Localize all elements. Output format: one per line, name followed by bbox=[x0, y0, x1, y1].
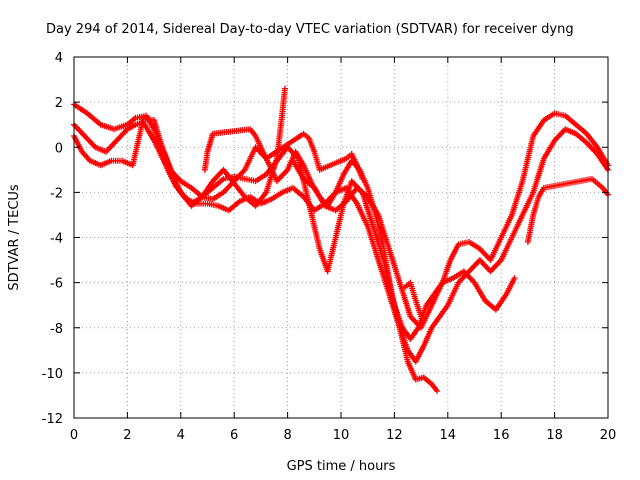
data-point bbox=[418, 313, 425, 320]
x-tick-label: 18 bbox=[546, 428, 563, 443]
y-tick-label: -8 bbox=[50, 322, 63, 337]
series-track-3 bbox=[71, 114, 441, 394]
x-tick-label: 10 bbox=[333, 428, 350, 443]
series-track-4 bbox=[145, 85, 518, 331]
data-point bbox=[511, 275, 518, 282]
data-point bbox=[359, 175, 366, 182]
x-tick-label: 20 bbox=[600, 428, 617, 443]
x-axis-label: GPS time / hours bbox=[287, 459, 396, 474]
y-axis-label: SDTVAR / TECUs bbox=[7, 184, 22, 291]
y-tick-label: 4 bbox=[55, 51, 63, 66]
y-tick-label: -10 bbox=[42, 367, 63, 382]
data-point bbox=[281, 85, 288, 92]
y-tick-label: -4 bbox=[50, 232, 63, 247]
y-tick-label: -6 bbox=[50, 277, 63, 292]
x-tick-label: 0 bbox=[70, 428, 78, 443]
axis-ticks: 0 2 4 6 8 10 12 14 16 18 20 -12 -10 -8 -6 -4 -2 0 2 4 bbox=[42, 51, 617, 443]
x-tick-label: 12 bbox=[386, 428, 403, 443]
chart-title: Day 294 of 2014, Sidereal Day-to-day VTE… bbox=[46, 22, 574, 37]
data-point bbox=[434, 387, 441, 394]
y-tick-label: -12 bbox=[42, 412, 63, 427]
y-tick-label: -2 bbox=[50, 186, 63, 201]
x-tick-label: 4 bbox=[177, 428, 185, 443]
y-tick-label: 2 bbox=[55, 96, 63, 111]
plot-area bbox=[71, 85, 611, 394]
x-tick-label: 6 bbox=[230, 428, 238, 443]
x-tick-label: 2 bbox=[123, 428, 131, 443]
series-track-5 bbox=[201, 126, 611, 320]
x-tick-label: 8 bbox=[283, 428, 291, 443]
x-tick-label: 14 bbox=[440, 428, 457, 443]
y-tick-label: 0 bbox=[55, 141, 63, 156]
x-tick-label: 16 bbox=[493, 428, 510, 443]
